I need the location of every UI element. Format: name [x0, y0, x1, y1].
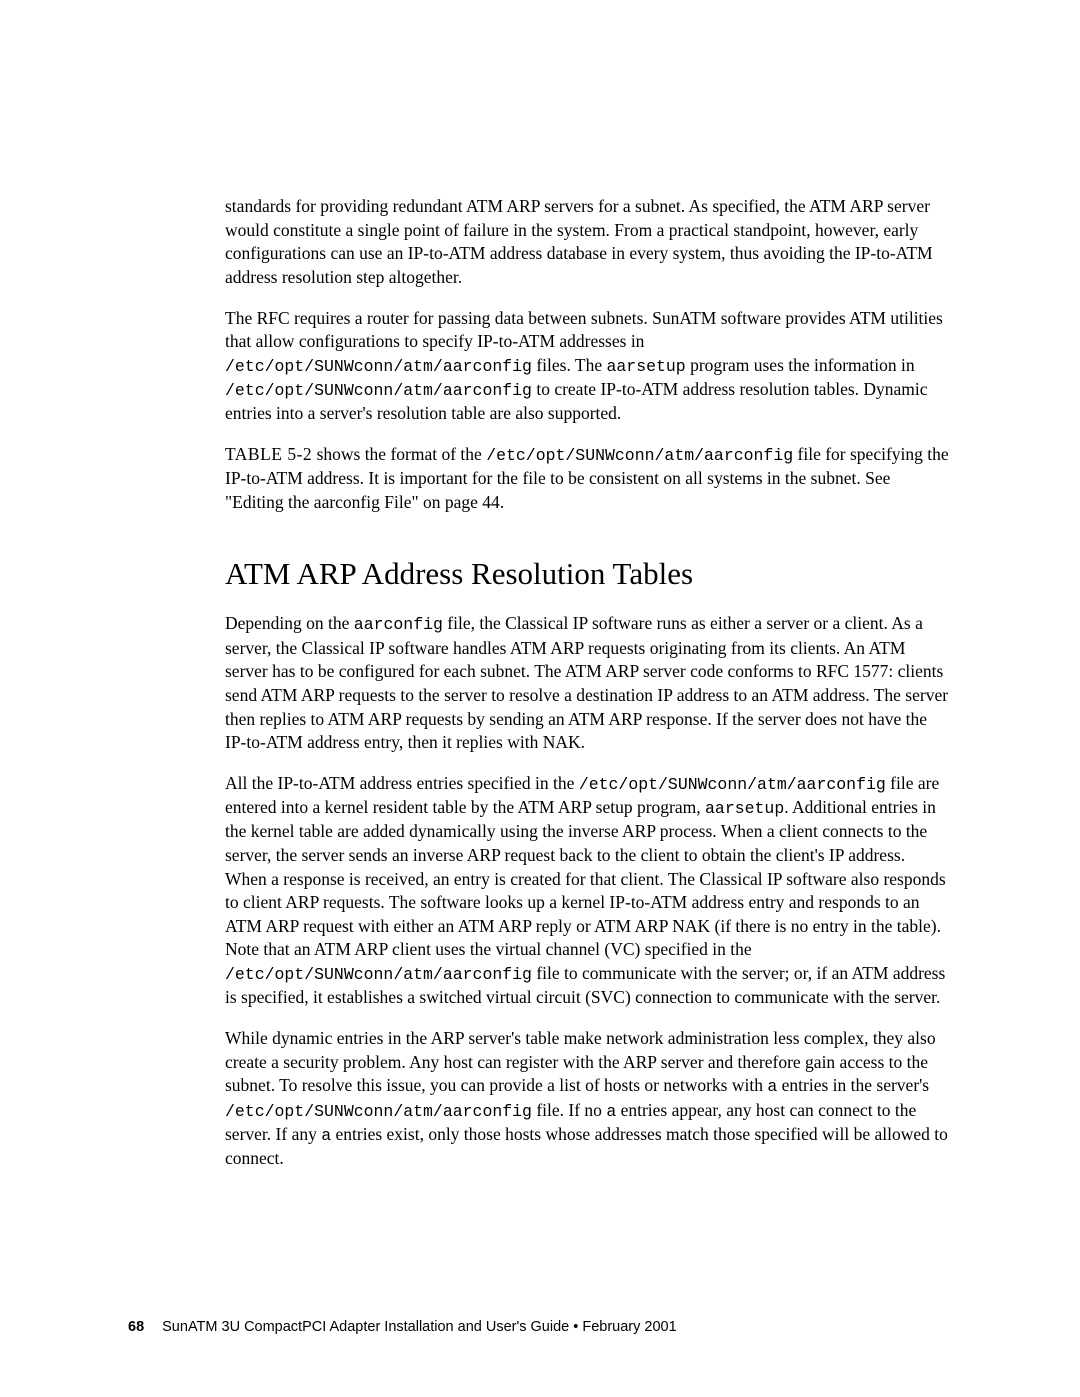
para5-c2: aarsetup — [705, 799, 784, 818]
paragraph-2: The RFC requires a router for passing da… — [225, 307, 950, 426]
footer-title: SunATM 3U CompactPCI Adapter Installatio… — [162, 1319, 677, 1335]
page-content: standards for providing redundant ATM AR… — [0, 0, 1080, 1248]
para4-t1: Depending on the — [225, 613, 354, 633]
para2-t1: The RFC requires a router for passing da… — [225, 308, 943, 352]
para5-c3: /etc/opt/SUNWconn/atm/aarconfig — [225, 965, 532, 984]
page-footer: 68 SunATM 3U CompactPCI Adapter Installat… — [128, 1319, 677, 1335]
paragraph-4: Depending on the aarconfig file, the Cla… — [225, 612, 950, 754]
para3-caps: TABLE 5-2 — [225, 444, 312, 464]
para6-t5: entries exist, only those hosts whose ad… — [225, 1124, 948, 1168]
para5-t3: . Additional entries in the kernel table… — [225, 797, 946, 959]
para6-c4: a — [321, 1126, 331, 1145]
para6-t3: file. If no — [532, 1100, 606, 1120]
para2-c3: /etc/opt/SUNWconn/atm/aarconfig — [225, 381, 532, 400]
paragraph-5: All the IP-to-ATM address entries specif… — [225, 772, 950, 1010]
para5-c1: /etc/opt/SUNWconn/atm/ — [579, 775, 797, 794]
para6-c3: a — [606, 1102, 616, 1121]
para6-t2: entries in the server's — [777, 1075, 929, 1095]
para1-text: standards for providing redundant ATM AR… — [225, 196, 933, 287]
para2-t2: files. The — [532, 355, 607, 375]
paragraph-1: standards for providing redundant ATM AR… — [225, 195, 950, 290]
para2-c1: /etc/opt/SUNWconn/atm/aarconfig — [225, 357, 532, 376]
para3-c1: /etc/opt/SUNWconn/atm/aarconfig — [486, 446, 793, 465]
page-number: 68 — [128, 1319, 144, 1335]
para4-t2: file, the Classical IP software runs as … — [225, 613, 948, 752]
paragraph-3: TABLE 5-2 shows the format of the /etc/o… — [225, 443, 950, 515]
para2-t3: program uses the information in — [686, 355, 915, 375]
para5-c1b: aarconfig — [797, 775, 886, 794]
paragraph-6: While dynamic entries in the ARP server'… — [225, 1027, 950, 1171]
para2-c2: aarsetup — [606, 357, 685, 376]
para3-t1: shows the format of the — [312, 444, 486, 464]
para6-c1: a — [767, 1077, 777, 1096]
para6-c2: /etc/opt/SUNWconn/atm/aarconfig — [225, 1102, 532, 1121]
section-heading: ATM ARP Address Resolution Tables — [225, 556, 950, 592]
para4-c1: aarconfig — [354, 615, 443, 634]
para5-t1: All the IP-to-ATM address entries specif… — [225, 773, 579, 793]
